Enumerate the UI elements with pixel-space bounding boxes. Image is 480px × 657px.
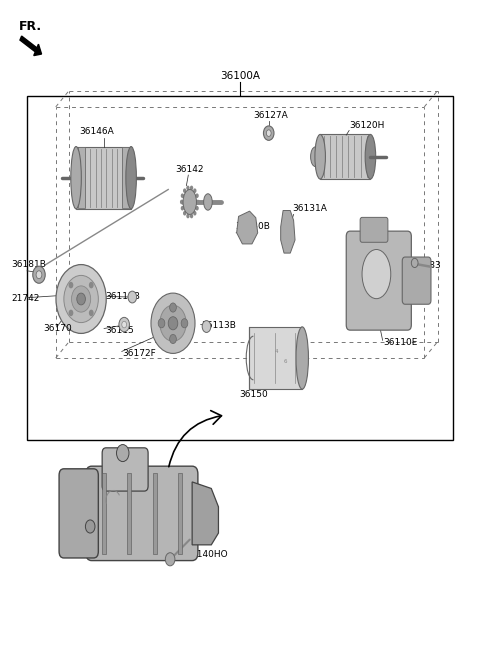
- Ellipse shape: [186, 186, 190, 190]
- Text: 36130B: 36130B: [235, 223, 270, 231]
- Ellipse shape: [180, 200, 183, 204]
- Text: 36115: 36115: [105, 326, 134, 335]
- Ellipse shape: [196, 200, 200, 204]
- Text: 36170: 36170: [44, 324, 72, 333]
- Ellipse shape: [195, 193, 199, 198]
- Ellipse shape: [181, 193, 184, 198]
- Ellipse shape: [183, 189, 196, 214]
- Text: 36127A: 36127A: [254, 111, 288, 120]
- Ellipse shape: [71, 147, 81, 209]
- FancyBboxPatch shape: [346, 231, 411, 330]
- Ellipse shape: [183, 211, 186, 215]
- Text: 21742: 21742: [11, 294, 39, 304]
- Ellipse shape: [181, 319, 188, 328]
- Ellipse shape: [126, 147, 136, 209]
- Circle shape: [165, 553, 175, 566]
- Ellipse shape: [169, 334, 176, 344]
- Text: 36113B: 36113B: [202, 321, 237, 330]
- Text: 36120H: 36120H: [349, 121, 384, 130]
- FancyArrow shape: [20, 36, 42, 56]
- Ellipse shape: [311, 147, 320, 167]
- Bar: [127, 473, 131, 554]
- Text: 36113B: 36113B: [105, 292, 140, 301]
- Bar: [320, 135, 371, 179]
- Ellipse shape: [365, 135, 376, 179]
- Ellipse shape: [190, 186, 193, 190]
- Text: 36146A: 36146A: [79, 127, 114, 137]
- Ellipse shape: [169, 303, 176, 312]
- Ellipse shape: [183, 189, 186, 193]
- Text: 36172F: 36172F: [123, 349, 156, 358]
- Circle shape: [85, 520, 95, 533]
- Ellipse shape: [168, 317, 178, 330]
- Ellipse shape: [315, 135, 325, 179]
- Ellipse shape: [193, 189, 196, 193]
- Text: 36110E: 36110E: [384, 338, 418, 348]
- Bar: [78, 147, 85, 208]
- Circle shape: [411, 258, 418, 267]
- Circle shape: [128, 291, 137, 303]
- Ellipse shape: [296, 327, 309, 389]
- Bar: [27, 96, 453, 440]
- Ellipse shape: [151, 293, 195, 353]
- Circle shape: [89, 309, 94, 316]
- Text: 36181B: 36181B: [11, 260, 46, 269]
- Ellipse shape: [190, 214, 193, 218]
- Ellipse shape: [186, 214, 190, 218]
- Circle shape: [36, 271, 42, 279]
- Circle shape: [33, 266, 45, 283]
- Ellipse shape: [72, 286, 91, 312]
- Bar: [178, 473, 182, 554]
- Polygon shape: [237, 211, 258, 244]
- Text: 36183: 36183: [412, 261, 441, 270]
- Ellipse shape: [160, 306, 186, 341]
- Text: 36131A: 36131A: [293, 204, 327, 213]
- Text: 36100A: 36100A: [220, 71, 260, 81]
- FancyBboxPatch shape: [360, 217, 388, 242]
- Circle shape: [69, 282, 73, 288]
- Circle shape: [119, 317, 130, 332]
- Ellipse shape: [158, 319, 165, 328]
- Circle shape: [264, 126, 274, 141]
- Text: 36150: 36150: [239, 390, 268, 399]
- Text: 1140HO: 1140HO: [192, 550, 229, 559]
- Circle shape: [117, 445, 129, 462]
- Ellipse shape: [64, 275, 98, 323]
- FancyBboxPatch shape: [59, 469, 98, 558]
- Ellipse shape: [193, 211, 196, 215]
- Circle shape: [122, 321, 127, 328]
- Ellipse shape: [181, 206, 184, 210]
- Polygon shape: [281, 210, 295, 253]
- Bar: [153, 473, 156, 554]
- Circle shape: [69, 309, 73, 316]
- Bar: [76, 147, 131, 209]
- FancyBboxPatch shape: [86, 466, 198, 560]
- Ellipse shape: [77, 293, 85, 305]
- Bar: [249, 327, 302, 389]
- Ellipse shape: [56, 265, 106, 333]
- Ellipse shape: [195, 206, 199, 210]
- Bar: [122, 147, 129, 208]
- Circle shape: [202, 321, 211, 332]
- FancyArrowPatch shape: [169, 411, 221, 466]
- Bar: [102, 473, 106, 554]
- Polygon shape: [192, 482, 218, 545]
- Circle shape: [89, 282, 94, 288]
- Text: 6: 6: [284, 359, 287, 364]
- Circle shape: [266, 130, 271, 137]
- Text: 36142: 36142: [176, 165, 204, 173]
- FancyBboxPatch shape: [102, 448, 148, 491]
- Text: FR.: FR.: [19, 20, 42, 34]
- Ellipse shape: [204, 194, 212, 210]
- FancyBboxPatch shape: [402, 257, 431, 304]
- Text: 4: 4: [275, 349, 278, 354]
- Ellipse shape: [362, 250, 391, 299]
